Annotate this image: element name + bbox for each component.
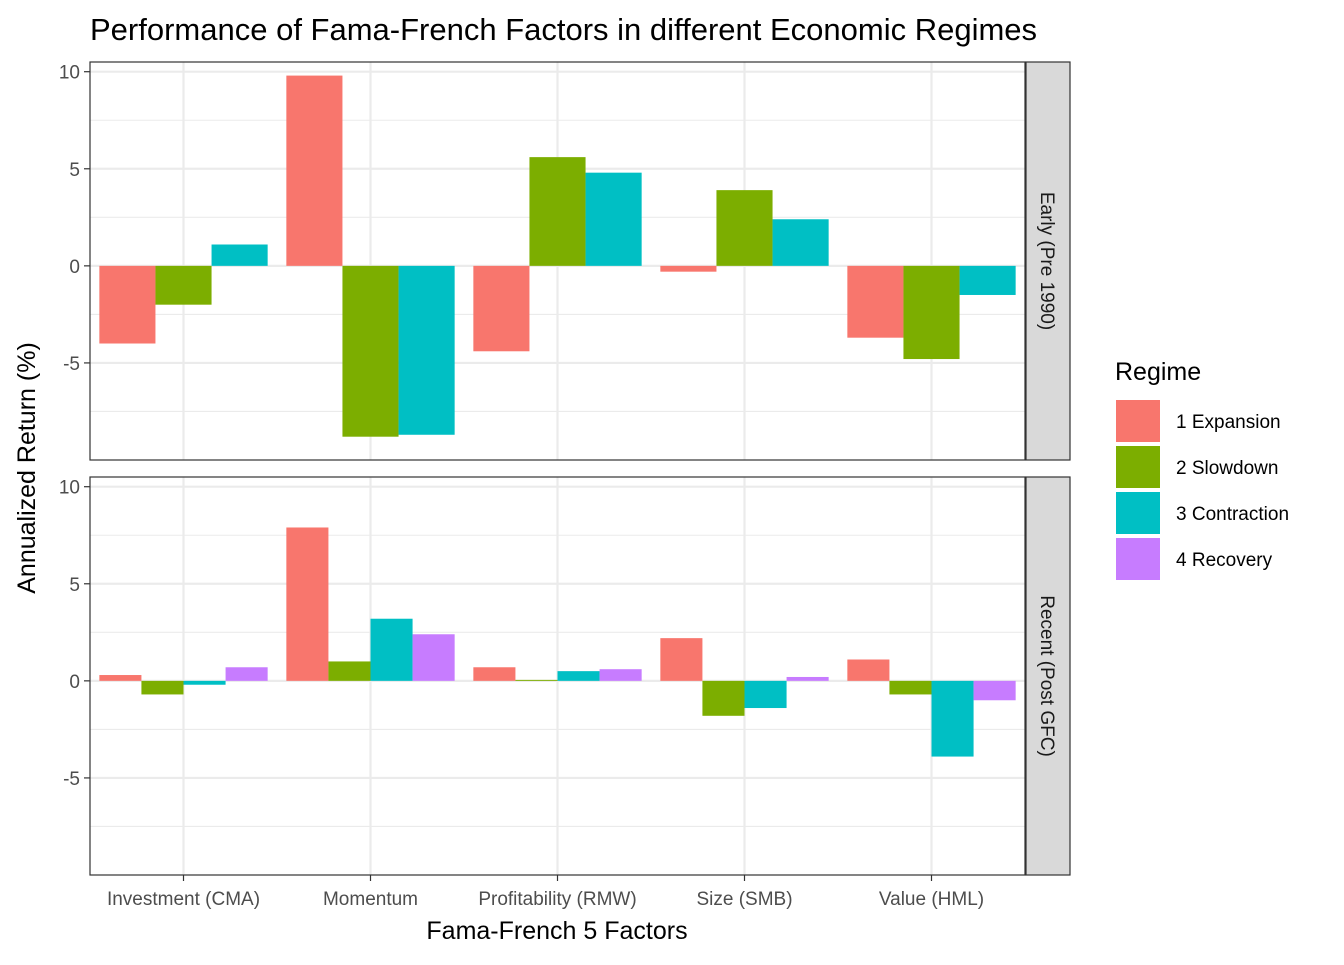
- facet-panel: -5 0 5 10 Early (Pre 1990): [59, 61, 1071, 461]
- facet-strip: [1025, 476, 1071, 876]
- bar: [660, 265, 717, 272]
- bar: [99, 675, 142, 681]
- bar: [473, 667, 516, 681]
- bar: [286, 75, 343, 266]
- bar: [286, 527, 329, 681]
- x-tick-label: Size (SMB): [696, 889, 792, 910]
- x-axis-title: Fama-French 5 Factors: [426, 917, 687, 945]
- legend-swatch: [1116, 538, 1160, 580]
- y-tick-label: 5: [69, 160, 80, 181]
- y-tick-label: 10: [59, 478, 80, 499]
- legend: Regime 1 Expansion 2 Slowdown 3 Contractio…: [1115, 358, 1289, 580]
- x-tick-label: Profitability (RMW): [478, 889, 636, 910]
- panels-layer: -5 0 5 10 Early (Pre 1990) -5 0 5 10 Recent (Post…: [59, 61, 1071, 876]
- panel-border: [89, 61, 1026, 461]
- legend-swatch: [1116, 492, 1160, 534]
- bar: [847, 659, 890, 681]
- legend-items: 1 Expansion 2 Slowdown 3 Contraction 4 Reco…: [1116, 400, 1289, 580]
- y-axis-title: Annualized Return (%): [13, 342, 41, 594]
- bar: [702, 680, 745, 716]
- facet-strip-label: Recent (Post GFC): [1036, 595, 1057, 757]
- bar: [903, 265, 960, 360]
- bar: [772, 219, 829, 266]
- bar: [412, 634, 455, 681]
- bar: [342, 265, 399, 437]
- bar: [99, 265, 156, 344]
- bar: [973, 680, 1016, 701]
- bar: [398, 265, 455, 435]
- x-tick-labels: Investment (CMA) Momentum Profitability (R…: [107, 875, 984, 910]
- y-tick-label: 5: [69, 575, 80, 596]
- bar: [557, 671, 600, 681]
- bar: [155, 265, 212, 305]
- bar: [599, 669, 642, 681]
- bar: [225, 667, 268, 681]
- bar: [370, 618, 413, 681]
- legend-item: 2 Slowdown: [1116, 446, 1278, 488]
- facet-strip-label: Early (Pre 1990): [1036, 192, 1057, 330]
- legend-item: 1 Expansion: [1116, 400, 1281, 442]
- y-tick-label: 0: [69, 257, 80, 278]
- bar: [889, 680, 932, 695]
- bar: [515, 679, 558, 681]
- chart-title: Performance of Fama-French Factors in di…: [90, 12, 1037, 47]
- bar: [529, 157, 586, 266]
- x-tick-label: Investment (CMA): [107, 889, 260, 910]
- legend-label: 1 Expansion: [1176, 412, 1281, 433]
- bar: [183, 680, 226, 685]
- facet-panel: -5 0 5 10 Recent (Post GFC): [59, 476, 1071, 876]
- y-tick-label: 0: [69, 672, 80, 693]
- bar: [141, 680, 184, 695]
- legend-item: 4 Recovery: [1116, 538, 1273, 580]
- facet-strip: [1025, 61, 1071, 461]
- y-tick-label: -5: [63, 769, 80, 790]
- bar: [660, 638, 703, 681]
- bar: [473, 265, 530, 352]
- bar: [328, 661, 371, 681]
- x-tick-label: Momentum: [323, 889, 418, 910]
- legend-swatch: [1116, 446, 1160, 488]
- bar: [211, 244, 268, 266]
- legend-title: Regime: [1115, 358, 1201, 386]
- bar: [931, 680, 974, 757]
- bar: [716, 190, 773, 266]
- y-tick-label: -5: [63, 354, 80, 375]
- y-tick-label: 10: [59, 63, 80, 84]
- bar: [786, 676, 829, 681]
- bar: [744, 680, 787, 709]
- legend-item: 3 Contraction: [1116, 492, 1289, 534]
- bar: [585, 172, 642, 266]
- legend-swatch: [1116, 400, 1160, 442]
- legend-label: 4 Recovery: [1176, 550, 1273, 571]
- bar: [847, 265, 904, 338]
- x-tick-label: Value (HML): [879, 889, 984, 910]
- legend-label: 3 Contraction: [1176, 504, 1289, 525]
- legend-label: 2 Slowdown: [1176, 458, 1278, 479]
- bar: [959, 265, 1016, 295]
